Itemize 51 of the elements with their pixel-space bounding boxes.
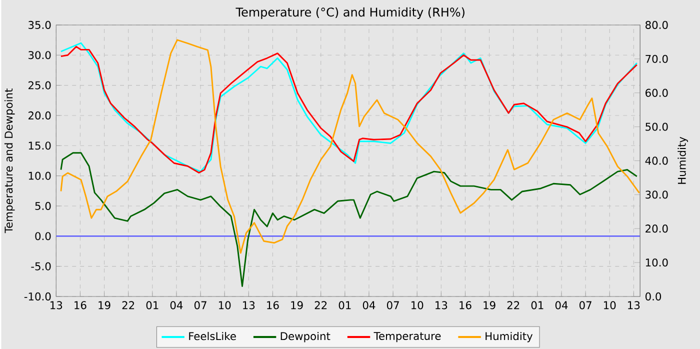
x-tick-label: 07 — [386, 300, 399, 310]
x-tick-label: 07 — [579, 300, 592, 310]
y-tick-label: 35.0 — [28, 20, 51, 29]
x-tick-label: 10 — [412, 300, 424, 310]
x-tick-label: 04 — [170, 300, 183, 310]
x-tick-label: 07 — [194, 300, 206, 310]
y2-tick-label: 70.0 — [646, 54, 668, 63]
x-tick-label: 22 — [507, 300, 520, 309]
y-tick-label: 0.0 — [35, 232, 51, 240]
x-tick-label: 13 — [436, 300, 448, 310]
x-tick-label: 10 — [218, 300, 231, 310]
y2-tick-label: 40.0 — [645, 156, 668, 165]
x-tick-label: 13 — [628, 300, 640, 310]
y2-axis-title: Humidity — [678, 136, 688, 184]
legend-label: Humidity — [486, 332, 533, 342]
x-tick-label: 04 — [362, 300, 376, 310]
x-tick-label: 13 — [50, 300, 62, 310]
legend-label: Temperature — [374, 332, 441, 342]
y-tick-label: -5.0 — [31, 262, 51, 270]
y-tick-label: 30.0 — [28, 50, 51, 59]
y-tick-label: 10.0 — [28, 172, 51, 180]
x-tick-label: 19 — [484, 300, 496, 310]
y2-tick-label: 60.0 — [646, 88, 668, 97]
x-tick-label: 16 — [74, 300, 86, 310]
y-tick-label: 20.0 — [28, 111, 51, 120]
y-tick-label: 15.0 — [28, 141, 51, 150]
x-tick-label: 01 — [146, 300, 158, 310]
x-tick-label: 22 — [314, 300, 327, 309]
x-tick-label: 13 — [243, 300, 255, 310]
x-tick-label: 22 — [122, 300, 134, 309]
y2-tick-label: 20.0 — [646, 224, 668, 232]
legend-label: Dewpoint — [280, 332, 330, 342]
y2-tick-label: 30.0 — [646, 190, 668, 198]
y-axis-title: Temperature and Dewpoint — [4, 88, 15, 233]
y2-tick-label: 50.0 — [646, 122, 668, 131]
y-tick-label: 25.0 — [28, 81, 51, 90]
x-tick-label: 01 — [338, 300, 351, 310]
y2-tick-label: 10.0 — [646, 258, 668, 266]
x-tick-label: 01 — [531, 300, 544, 310]
y-tick-label: -10.0 — [24, 292, 51, 300]
y-tick-label: 5.0 — [35, 202, 51, 210]
x-tick-label: 04 — [555, 300, 568, 310]
x-tick-label: 10 — [604, 300, 616, 310]
x-tick-label: 16 — [267, 300, 279, 310]
chart-title: Temperature (°C) and Humidity (RH%) — [236, 7, 464, 19]
x-tick-label: 16 — [460, 300, 472, 310]
x-tick-label: 19 — [291, 300, 303, 310]
y2-tick-label: 0.0 — [646, 292, 662, 300]
x-tick-label: 19 — [98, 300, 110, 310]
legend-label: FeelsLike — [189, 332, 236, 340]
y2-tick-label: 80.0 — [646, 20, 668, 29]
